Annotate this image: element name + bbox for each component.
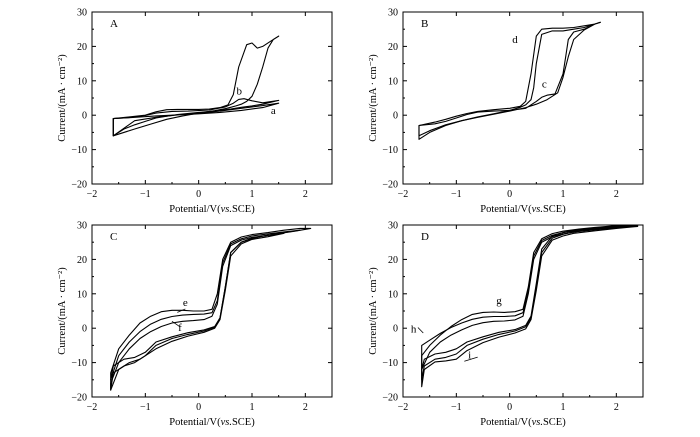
panel-c-xtick-label-1: −1 [140,402,151,413]
panel-d-x-axis-title-part1: Potential/V( [480,417,532,428]
panel-b-x-axis-title-part3: SCE) [543,204,566,215]
panel-a-curve-trace-2 [112,35,280,137]
panel-c-x-axis-title-vs: vs. [221,417,232,428]
panel-d-x-axis-title: Potential/V(vs.SCE) [480,417,566,428]
panel-d-xtick-label-4: 2 [614,402,619,413]
panel-d: −2 −1 0 1 2−20−100102030Potential/V(vs.SCE)C… [368,221,644,428]
panel-a-xtick-label-2: 0 [196,189,201,200]
panel-a-xtick-label-3: 1 [250,189,255,200]
panel-d-xtick-label-2: 0 [507,402,512,413]
panel-a-x-axis-title: Potential/V(vs.SCE) [169,204,255,215]
panel-c-ytick-label-0: −20 [71,393,87,404]
panel-c-letter: C [110,231,117,243]
panel-d-xtick-label-1: −1 [451,402,462,413]
panel-d-curve-h [421,225,639,381]
panel-a-ytick-label-5: 30 [77,8,87,19]
panel-b-xtick-label-4: 2 [614,189,619,200]
panel-b-xtick-label-0: −2 [398,189,409,200]
panel-c: −2 −1 0 1 2−20−100102030Potential/V(vs.SCE)C… [57,221,333,428]
panel-a-ytick-label-1: −10 [71,145,87,156]
panel-a-curve-b [112,98,280,137]
panel-c-xtick-label-0: −2 [87,402,98,413]
panel-c-xtick-label-2: 0 [196,402,201,413]
panel-a-ytick-label-3: 10 [77,76,87,87]
panel-b-curve-d [418,21,601,140]
panel-d-ytick-label-3: 10 [388,289,398,300]
panel-c-xtick-label-4: 2 [303,402,308,413]
panel-c-ytick-label-4: 20 [77,255,87,266]
panel-b-ytick-label-2: 0 [393,111,398,122]
panel-a-curve-label-a: a [271,105,276,117]
panel-b-x-axis-title: Potential/V(vs.SCE) [480,204,566,215]
panel-b-curve-label-c: c [542,79,547,91]
panel-c-curve-e [110,227,312,381]
panel-a-ytick-label-0: −20 [71,180,87,191]
panel-d-x-axis-title-part3: SCE) [543,417,566,428]
panel-a-xtick-label-4: 2 [303,189,308,200]
panel-b-x-axis-title-vs: vs. [532,204,543,215]
panel-d-ytick-label-0: −20 [382,393,398,404]
panel-c-y-axis-title: Current/(mA · cm⁻²) [57,267,68,355]
panel-d-curve-label-h: h [411,323,417,335]
panel-b-xtick-label-2: 0 [507,189,512,200]
panel-a-letter: A [110,18,118,30]
panel-b-ytick-label-5: 30 [388,8,398,19]
panel-d-curve-i [421,225,639,388]
panel-a-curve-label-b: b [236,86,242,98]
panel-b-xtick-label-1: −1 [451,189,462,200]
panel-c-ytick-label-2: 0 [82,324,87,335]
panel-a-x-axis-title-vs: vs. [221,204,232,215]
panel-b: −2 −1 0 1 2−20−100102030Potential/V(vs.SCE)C… [368,8,644,215]
panel-a-ytick-label-4: 20 [77,42,87,53]
panel-d-curve-label-i: i [468,349,471,361]
panel-d-letter: D [421,231,429,243]
panel-a-xtick-label-1: −1 [140,189,151,200]
panel-c-x-axis-title-part1: Potential/V( [169,417,221,428]
panel-b-x-axis-title-part1: Potential/V( [480,204,532,215]
panel-c-x-axis-title: Potential/V(vs.SCE) [169,417,255,428]
panel-c-curve-label-e: e [183,297,188,309]
panel-d-ytick-label-4: 20 [388,255,398,266]
panel-d-ytick-label-1: −10 [382,358,398,369]
panel-d-x-axis-title-vs: vs. [532,417,543,428]
panel-c-x-axis-title-part3: SCE) [232,417,255,428]
panel-a-xtick-label-0: −2 [87,189,98,200]
panel-b-y-axis-title: Current/(mA · cm⁻²) [368,54,379,142]
leader-line-1 [464,356,478,362]
panel-c-frame [91,224,333,398]
panel-a-y-axis-title: Current/(mA · cm⁻²) [57,54,68,142]
panel-a-ytick-label-2: 0 [82,111,87,122]
panel-c-xtick-label-3: 1 [250,402,255,413]
panel-d-ytick-label-5: 30 [388,221,398,232]
panel-d-y-axis-title: Current/(mA · cm⁻²) [368,267,379,355]
panel-c-ytick-label-5: 30 [77,221,87,232]
leader-line-0 [417,327,424,334]
panel-a-curve-a [112,102,280,137]
panel-c-curve-trace-2 [110,232,285,391]
panel-d-ytick-label-2: 0 [393,324,398,335]
panel-d-curve-label-g: g [496,295,502,307]
panel-c-ytick-label-3: 10 [77,289,87,300]
panel-b-ytick-label-0: −20 [382,180,398,191]
panel-b-xtick-label-3: 1 [561,189,566,200]
leader-line-3 [177,308,186,313]
panel-b-ytick-label-3: 10 [388,76,398,87]
panel-d-curve-g [421,224,639,371]
panel-a: −2 −1 0 1 2−20−100102030Potential/V(vs.SCE)C… [57,8,333,215]
panel-c-curve-f [110,229,301,391]
panel-a-x-axis-title-part1: Potential/V( [169,204,221,215]
panel-c-ytick-label-1: −10 [71,358,87,369]
leader-line-2 [171,320,181,328]
panel-b-letter: B [421,18,428,30]
panel-b-ytick-label-1: −10 [382,145,398,156]
panel-c-curve-label-f: f [178,322,182,334]
panel-b-ytick-label-4: 20 [388,42,398,53]
panel-b-curve-label-d: d [512,34,518,46]
panel-d-xtick-label-3: 1 [561,402,566,413]
panel-d-xtick-label-0: −2 [398,402,409,413]
panel-a-x-axis-title-part3: SCE) [232,204,255,215]
panel-b-frame [402,11,644,185]
panel-a-frame [91,11,333,185]
